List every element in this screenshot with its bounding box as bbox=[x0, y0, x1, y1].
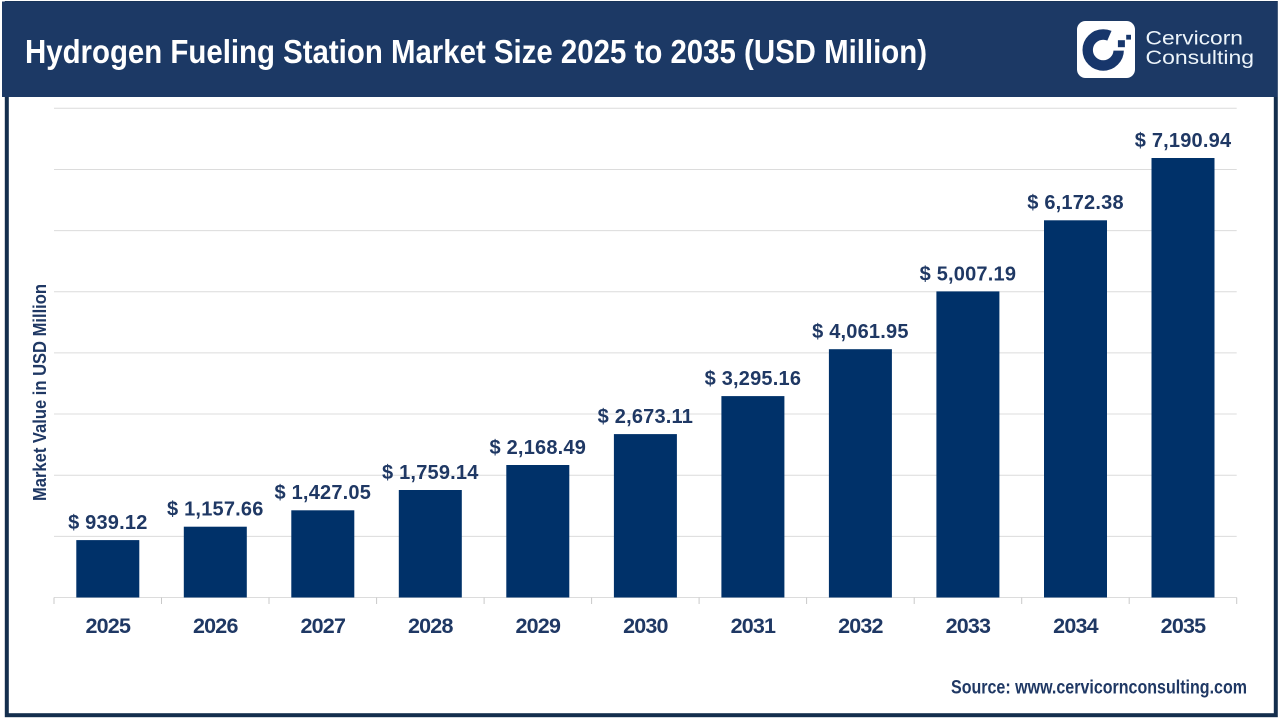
svg-text:Source: www.cervicornconsultin: Source: www.cervicornconsulting.com bbox=[951, 677, 1247, 699]
svg-text:$ 4,061.95: $ 4,061.95 bbox=[812, 321, 909, 343]
svg-text:$ 1,759.14: $ 1,759.14 bbox=[382, 462, 479, 484]
svg-text:2028: 2028 bbox=[408, 614, 453, 638]
svg-text:2035: 2035 bbox=[1161, 614, 1206, 638]
svg-text:2030: 2030 bbox=[623, 614, 668, 638]
svg-text:Cervicorn: Cervicorn bbox=[1146, 28, 1244, 49]
svg-text:2026: 2026 bbox=[193, 614, 238, 638]
svg-text:2027: 2027 bbox=[300, 614, 345, 638]
svg-text:$ 939.12: $ 939.12 bbox=[68, 512, 147, 534]
svg-text:$ 3,295.16: $ 3,295.16 bbox=[705, 368, 802, 390]
svg-text:2025: 2025 bbox=[85, 614, 130, 638]
svg-text:$ 5,007.19: $ 5,007.19 bbox=[920, 263, 1017, 285]
svg-text:$ 7,190.94: $ 7,190.94 bbox=[1135, 130, 1232, 152]
svg-text:$ 6,172.38: $ 6,172.38 bbox=[1027, 192, 1124, 214]
svg-text:Hydrogen Fueling Station Marke: Hydrogen Fueling Station Market Size 202… bbox=[25, 33, 927, 70]
svg-text:Market Value in USD Million: Market Value in USD Million bbox=[30, 284, 50, 501]
svg-text:2029: 2029 bbox=[515, 614, 560, 638]
svg-text:$ 2,168.49: $ 2,168.49 bbox=[490, 437, 587, 459]
svg-text:2032: 2032 bbox=[838, 614, 883, 638]
svg-text:2034: 2034 bbox=[1053, 614, 1098, 638]
svg-text:$ 1,427.05: $ 1,427.05 bbox=[275, 482, 372, 504]
svg-text:$ 1,157.66: $ 1,157.66 bbox=[167, 499, 264, 521]
svg-text:2033: 2033 bbox=[946, 614, 991, 638]
svg-text:2031: 2031 bbox=[731, 614, 776, 638]
svg-text:$ 2,673.11: $ 2,673.11 bbox=[598, 406, 693, 428]
svg-text:Consulting: Consulting bbox=[1146, 48, 1255, 69]
